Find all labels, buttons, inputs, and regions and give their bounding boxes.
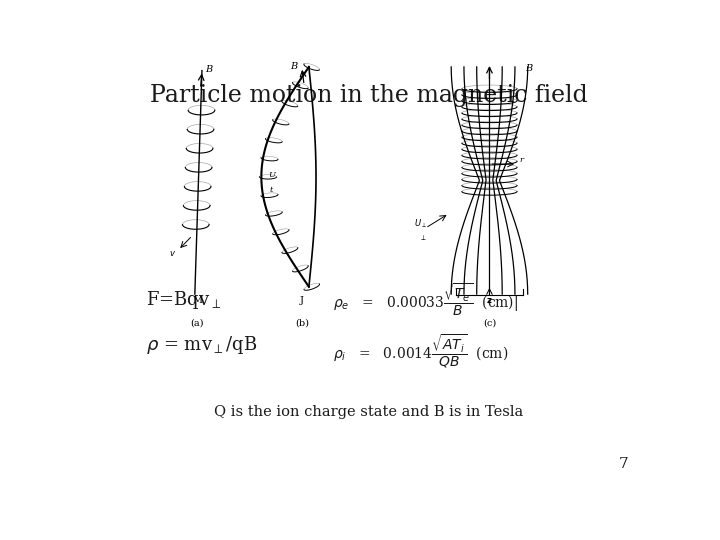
- Text: Q is the ion charge state and B is in Tesla: Q is the ion charge state and B is in Te…: [215, 405, 523, 419]
- Text: $v$: $v$: [168, 248, 176, 258]
- Text: F=Bqv$_\perp$: F=Bqv$_\perp$: [145, 289, 221, 310]
- Text: 7: 7: [619, 457, 629, 471]
- Text: $\perp$: $\perp$: [419, 233, 427, 242]
- Text: J: J: [300, 296, 304, 305]
- Text: $\rho_e$   =   0.00033$\dfrac{\sqrt{T_e}}{B}$  (cm)|: $\rho_e$ = 0.00033$\dfrac{\sqrt{T_e}}{B}…: [333, 282, 518, 318]
- Text: $\rho$ = mv$_\perp$/qB: $\rho$ = mv$_\perp$/qB: [145, 334, 257, 356]
- Text: B: B: [205, 65, 212, 75]
- Text: B: B: [525, 64, 532, 72]
- Text: M: M: [192, 296, 202, 305]
- Text: U: U: [269, 171, 276, 179]
- Text: (a): (a): [191, 318, 204, 327]
- Text: (c): (c): [483, 318, 496, 327]
- Text: r: r: [519, 156, 523, 164]
- Text: B: B: [290, 62, 297, 71]
- Text: $\rho_i$   =   0.0014$\dfrac{\sqrt{AT_i}}{QB}$  (cm): $\rho_i$ = 0.0014$\dfrac{\sqrt{AT_i}}{QB…: [333, 333, 508, 370]
- Text: $\mathbf{z}$: $\mathbf{z}$: [486, 296, 492, 305]
- Text: $U_\perp$: $U_\perp$: [414, 217, 427, 230]
- Text: Particle motion in the magnetic field: Particle motion in the magnetic field: [150, 84, 588, 106]
- Text: (b): (b): [294, 318, 309, 327]
- Text: t: t: [270, 186, 274, 193]
